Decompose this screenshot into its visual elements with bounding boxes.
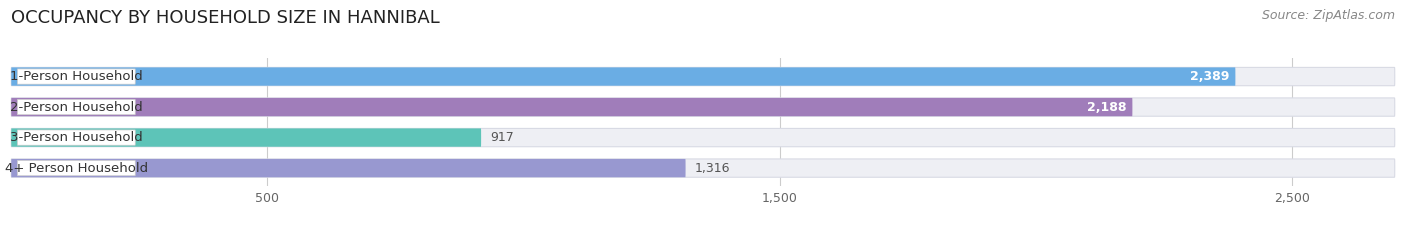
FancyBboxPatch shape bbox=[11, 98, 1132, 116]
FancyBboxPatch shape bbox=[11, 98, 1395, 116]
FancyBboxPatch shape bbox=[11, 128, 481, 147]
Text: 1,316: 1,316 bbox=[695, 162, 730, 175]
Text: 2,389: 2,389 bbox=[1189, 70, 1229, 83]
FancyBboxPatch shape bbox=[17, 99, 135, 115]
FancyBboxPatch shape bbox=[17, 130, 135, 145]
FancyBboxPatch shape bbox=[17, 161, 135, 176]
FancyBboxPatch shape bbox=[11, 67, 1236, 86]
FancyBboxPatch shape bbox=[17, 69, 135, 84]
Text: 2-Person Household: 2-Person Household bbox=[10, 101, 142, 113]
Text: 917: 917 bbox=[491, 131, 515, 144]
Text: 3-Person Household: 3-Person Household bbox=[10, 131, 142, 144]
FancyBboxPatch shape bbox=[11, 159, 686, 177]
Text: OCCUPANCY BY HOUSEHOLD SIZE IN HANNIBAL: OCCUPANCY BY HOUSEHOLD SIZE IN HANNIBAL bbox=[11, 9, 440, 27]
Text: 1-Person Household: 1-Person Household bbox=[10, 70, 142, 83]
FancyBboxPatch shape bbox=[11, 159, 1395, 177]
Text: 4+ Person Household: 4+ Person Household bbox=[4, 162, 148, 175]
FancyBboxPatch shape bbox=[11, 128, 1395, 147]
FancyBboxPatch shape bbox=[11, 67, 1395, 86]
Text: 2,188: 2,188 bbox=[1087, 101, 1126, 113]
Text: Source: ZipAtlas.com: Source: ZipAtlas.com bbox=[1261, 9, 1395, 22]
